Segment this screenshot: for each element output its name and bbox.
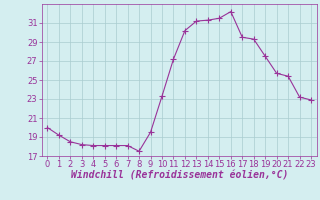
X-axis label: Windchill (Refroidissement éolien,°C): Windchill (Refroidissement éolien,°C) (70, 171, 288, 181)
